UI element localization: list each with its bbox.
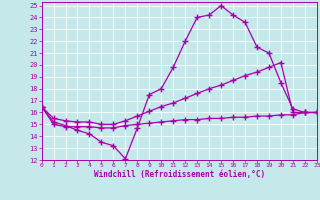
X-axis label: Windchill (Refroidissement éolien,°C): Windchill (Refroidissement éolien,°C) — [94, 170, 265, 179]
